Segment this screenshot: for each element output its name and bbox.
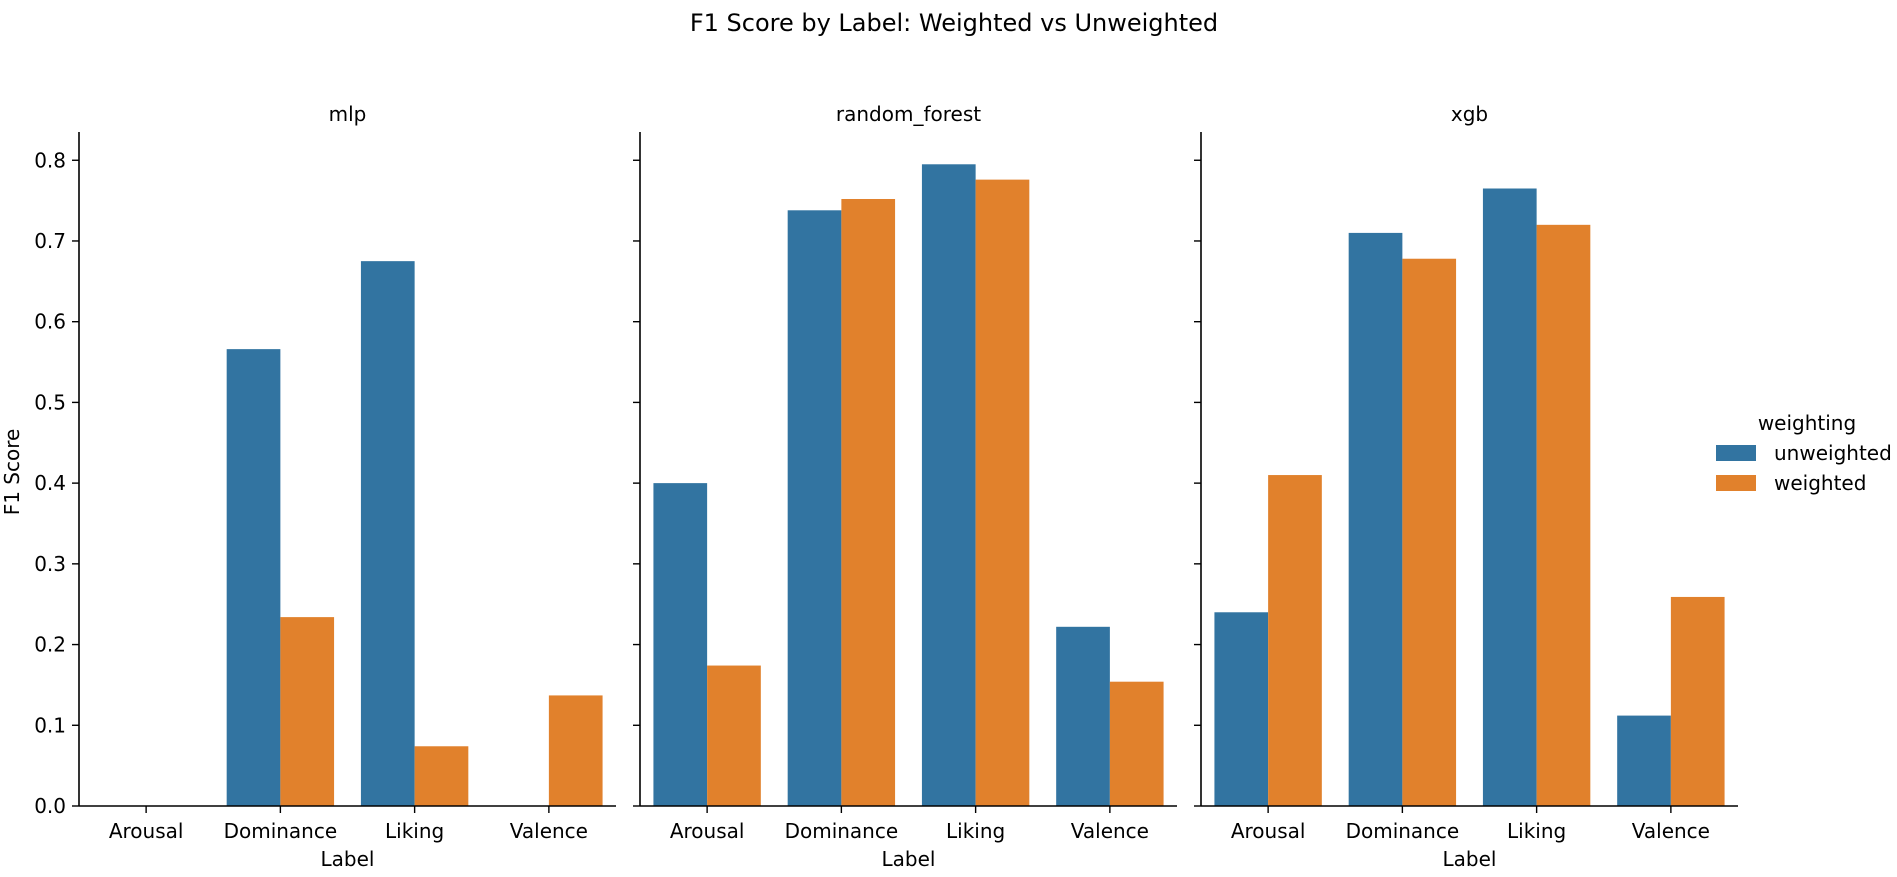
x-axis-label: Label <box>1443 847 1497 871</box>
y-tick-label: 0.1 <box>34 713 66 737</box>
x-tick-label: Liking <box>1507 819 1566 843</box>
bar-weighted-dominance <box>280 617 335 806</box>
bar-weighted-liking <box>414 746 469 806</box>
legend-label-weighted: weighted <box>1774 471 1866 495</box>
bar-unweighted-liking <box>1482 188 1537 806</box>
x-tick-label: Valence <box>510 819 588 843</box>
bar-unweighted-arousal <box>653 483 708 806</box>
bar-weighted-arousal <box>1268 475 1322 806</box>
x-tick-label: Liking <box>946 819 1005 843</box>
legend-swatch-unweighted <box>1716 445 1756 461</box>
bar-weighted-dominance <box>1402 258 1457 806</box>
x-tick-label: Liking <box>385 819 444 843</box>
y-tick-label: 0.5 <box>34 390 66 414</box>
bar-unweighted-valence <box>1056 626 1110 806</box>
legend: weighting unweighted weighted <box>1716 411 1892 495</box>
bar-weighted-liking <box>1536 224 1591 806</box>
bar-unweighted-liking <box>921 164 976 807</box>
chart-title: F1 Score by Label: Weighted vs Unweighte… <box>690 9 1218 37</box>
legend-swatch-weighted <box>1716 475 1756 491</box>
bar-weighted-dominance <box>841 198 896 807</box>
x-tick-label: Arousal <box>109 819 184 843</box>
bar-unweighted-valence <box>1617 715 1671 806</box>
y-tick-label: 0.8 <box>34 148 66 172</box>
x-axis-label: Label <box>321 847 375 871</box>
y-tick-label: 0.6 <box>34 310 66 334</box>
legend-label-unweighted: unweighted <box>1774 441 1892 465</box>
x-tick-label: Arousal <box>1231 819 1306 843</box>
bar-unweighted-dominance <box>787 210 842 807</box>
panel-title: mlp <box>329 102 367 126</box>
x-axis-label: Label <box>882 847 936 871</box>
y-axis-label: F1 Score <box>0 429 24 516</box>
bar-unweighted-dominance <box>226 349 281 806</box>
y-tick-label: 0.7 <box>34 229 66 253</box>
bar-weighted-liking <box>975 179 1030 806</box>
bar-weighted-arousal <box>707 665 761 806</box>
bar-unweighted-arousal <box>1214 612 1269 806</box>
y-tick-label: 0.0 <box>34 794 66 818</box>
panel-title: xgb <box>1451 102 1488 126</box>
x-tick-label: Dominance <box>224 819 338 843</box>
x-tick-label: Valence <box>1071 819 1149 843</box>
bar-unweighted-dominance <box>1348 232 1403 807</box>
facet-panel-xgb: xgb Arousal Dominance Liking Valence Label <box>1194 102 1738 871</box>
legend-title: weighting <box>1758 411 1856 435</box>
y-tick-label: 0.4 <box>34 471 66 495</box>
facet-panels: mlp 0.0 0.1 0.2 0.3 0.4 0.5 0.6 0.7 0.8 Arousal Dom… <box>34 102 1738 871</box>
panel-title: random_forest <box>836 102 981 126</box>
bar-unweighted-liking <box>360 261 415 807</box>
bar-weighted-valence <box>1109 681 1164 806</box>
facet-panel-random_forest: random_forest Arousal Dominance Liking Valen… <box>633 102 1177 871</box>
x-tick-label: Valence <box>1632 819 1710 843</box>
bar-weighted-valence <box>1670 596 1725 806</box>
x-tick-label: Dominance <box>785 819 899 843</box>
y-tick-label: 0.2 <box>34 633 66 657</box>
facet-panel-mlp: mlp 0.0 0.1 0.2 0.3 0.4 0.5 0.6 0.7 0.8 Arousal Dom… <box>34 102 616 871</box>
x-tick-label: Dominance <box>1346 819 1460 843</box>
x-tick-label: Arousal <box>670 819 745 843</box>
y-tick-label: 0.3 <box>34 552 66 576</box>
bar-weighted-valence <box>548 695 603 806</box>
